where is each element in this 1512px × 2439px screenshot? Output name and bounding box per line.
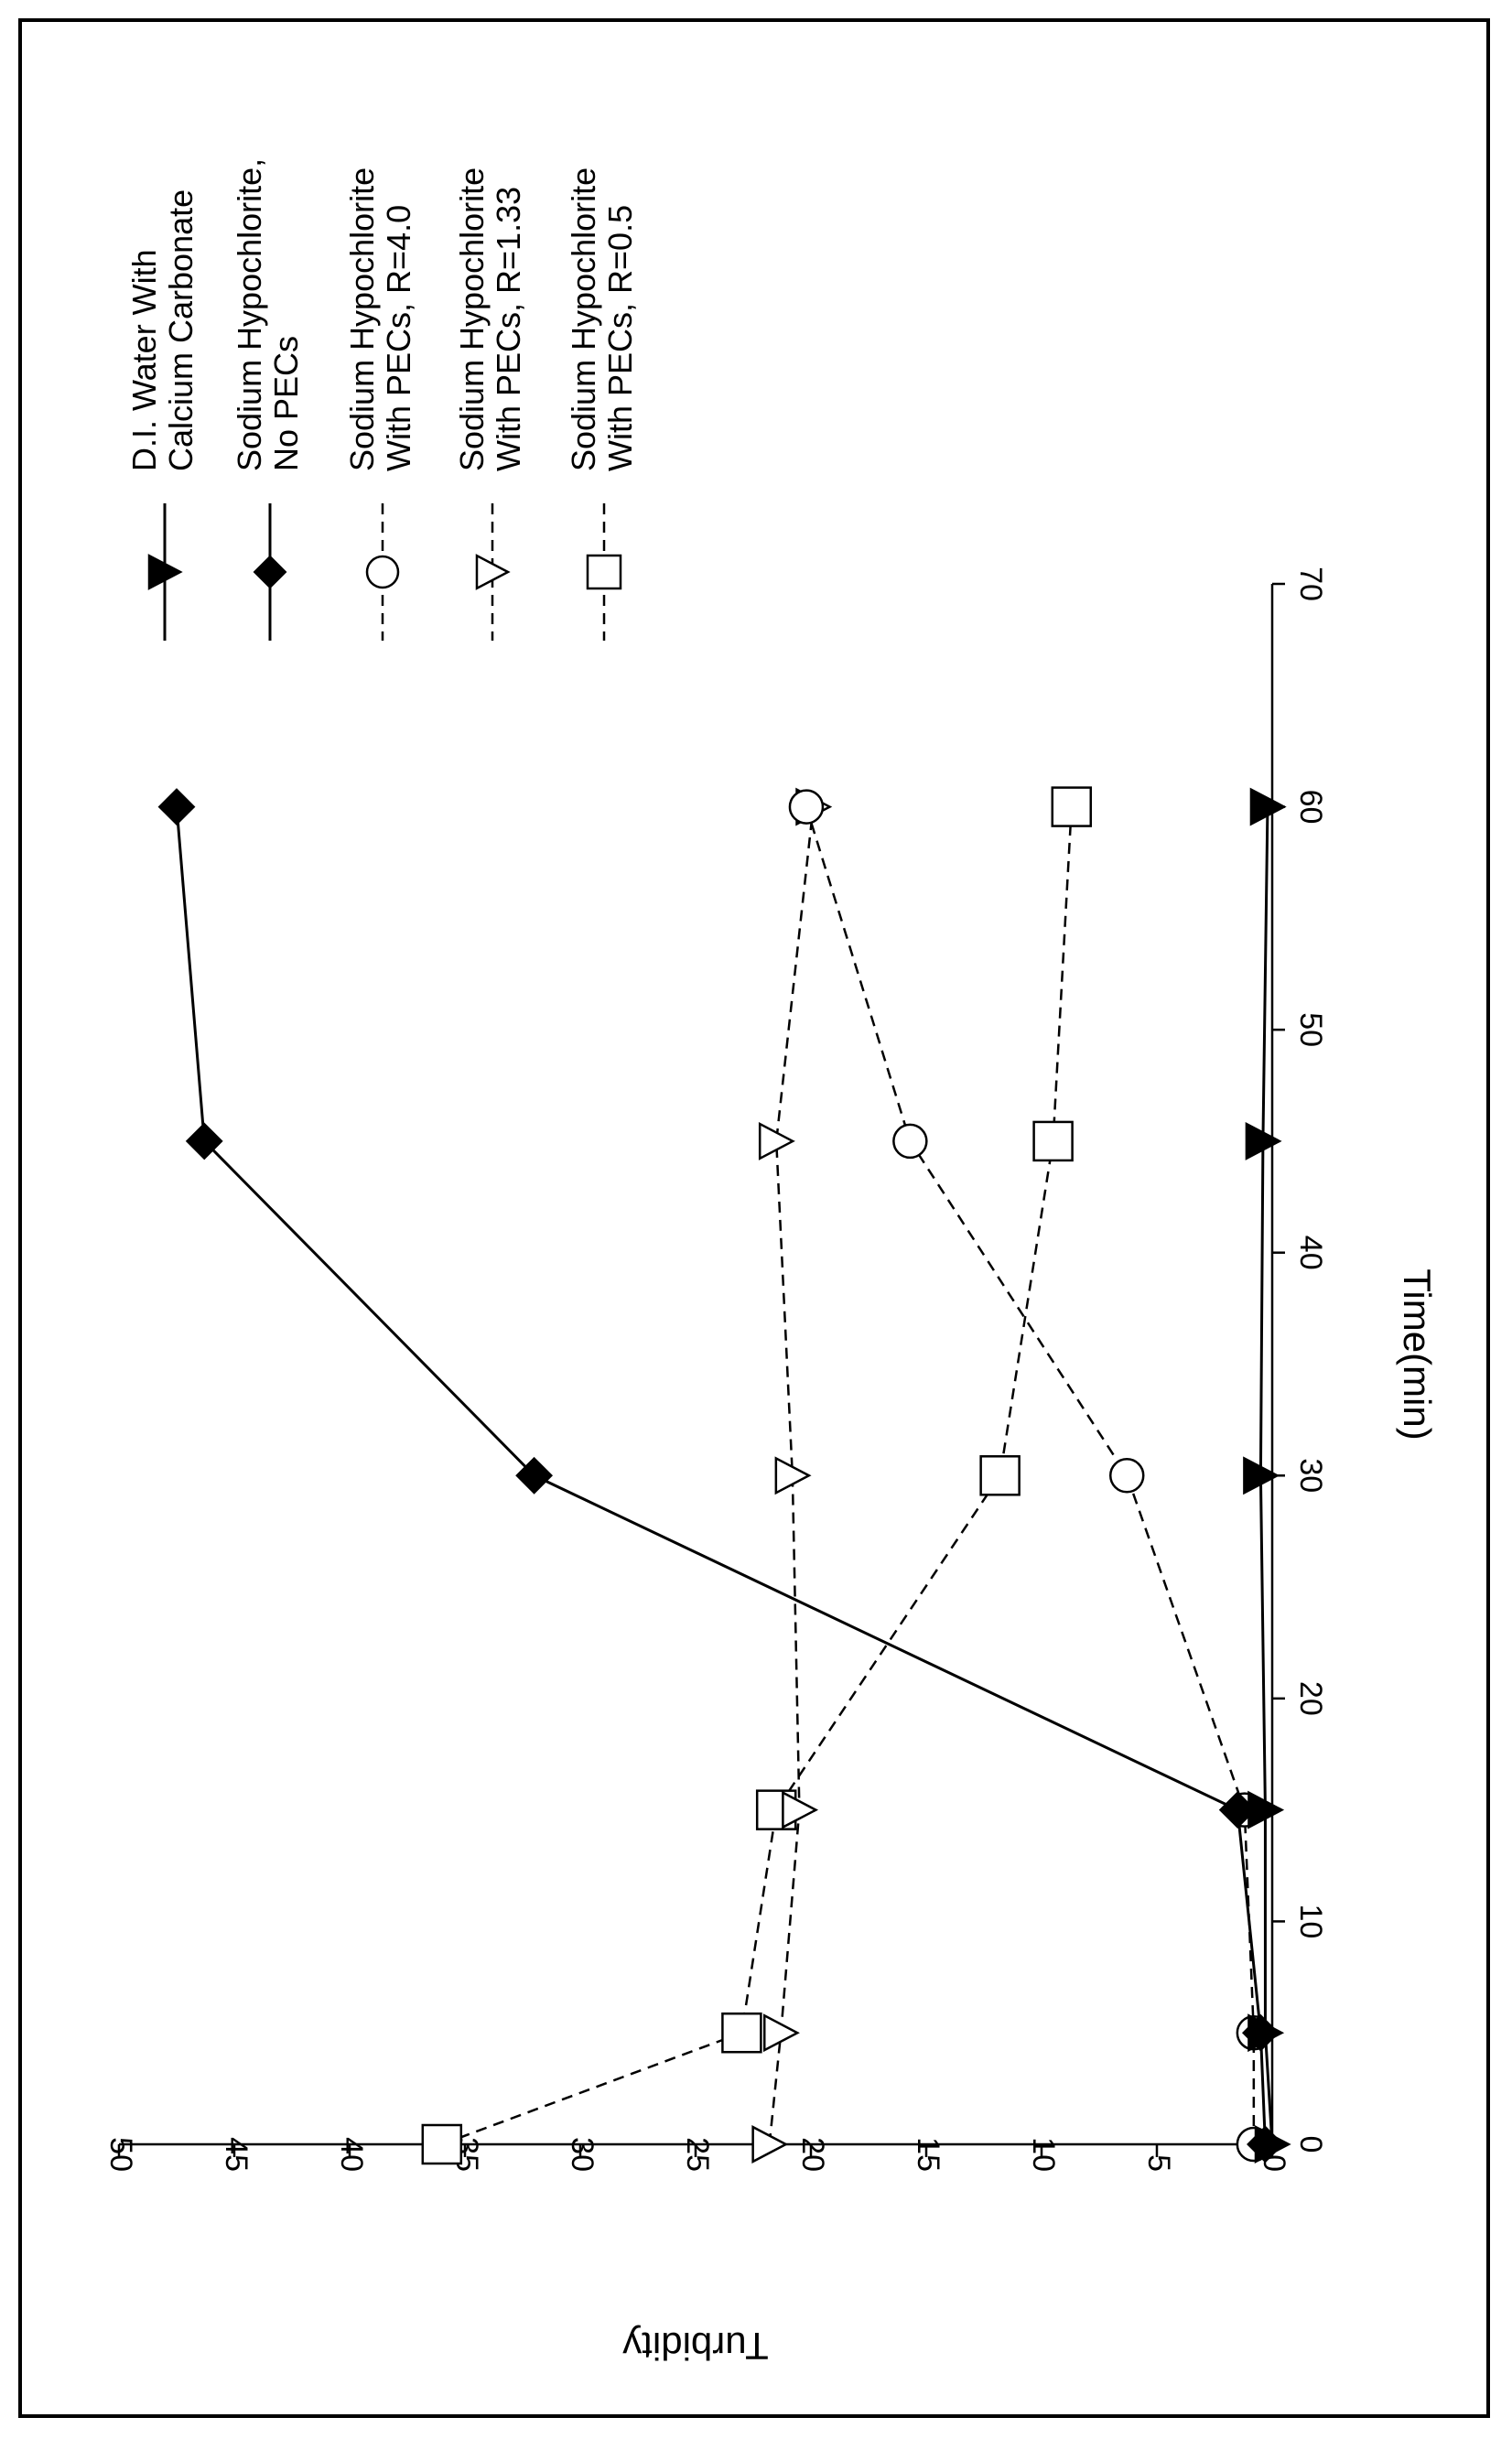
- square-marker: [421, 2123, 463, 2165]
- series-line-1: [1258, 806, 1274, 2145]
- triangle-marker: [1249, 787, 1287, 826]
- open-triangle-marker: [751, 2125, 789, 2164]
- legend-label: Sodium HypochloriteWith PECs, R=4.0: [343, 167, 417, 471]
- legend-label: Sodium Hypochlorite,No PECs: [231, 158, 305, 471]
- x-tick-label: 40: [1293, 1236, 1328, 1270]
- x-tick-label: 20: [1293, 1681, 1328, 1716]
- legend-label: D.I. Water WithCalcium Carbonate: [125, 189, 200, 471]
- square-marker: [721, 2012, 762, 2054]
- square-marker: [1032, 1120, 1074, 1162]
- y-tick-label: 20: [795, 2137, 830, 2172]
- y-tick-label: 15: [911, 2137, 945, 2172]
- circle-marker: [365, 555, 400, 589]
- y-tick-label: 10: [1026, 2137, 1061, 2172]
- diamond-marker: [515, 1456, 554, 1495]
- diamond-marker: [1241, 2013, 1280, 2052]
- square-marker: [586, 554, 622, 590]
- circle-marker: [788, 789, 825, 825]
- triangle-marker: [147, 554, 183, 590]
- square-marker: [979, 1455, 1021, 1496]
- diamond-marker: [1218, 1791, 1257, 1829]
- diamond-marker: [253, 555, 287, 589]
- open-triangle-marker: [774, 1456, 812, 1495]
- y-axis-label: Turbidity: [622, 2325, 769, 2368]
- chart-frame: [18, 18, 1490, 2418]
- y-tick-label: 45: [219, 2137, 254, 2172]
- circle-marker: [1108, 1458, 1145, 1494]
- y-tick-label: 5: [1141, 2154, 1176, 2172]
- square-marker: [1051, 786, 1093, 827]
- series-line-5: [441, 806, 1074, 2146]
- diamond-marker: [1247, 2125, 1284, 2164]
- x-tick-label: 30: [1293, 1458, 1328, 1493]
- y-tick-label: 40: [334, 2137, 369, 2172]
- y-tick-label: 30: [565, 2137, 599, 2172]
- y-tick-label: 50: [103, 2137, 138, 2172]
- diamond-marker: [157, 788, 196, 826]
- x-axis-label: Time(min): [1396, 1268, 1439, 1440]
- series-lines: [175, 806, 1274, 2146]
- x-tick-label: 50: [1293, 1012, 1328, 1047]
- series-line-3: [805, 806, 1256, 2144]
- series-line-4: [768, 806, 815, 2145]
- x-tick-label: 70: [1293, 567, 1328, 601]
- diamond-marker: [185, 1122, 223, 1160]
- legend-label: Sodium HypochloriteWith PECs, R=0.5: [565, 167, 639, 471]
- series-line-2: [175, 806, 1267, 2145]
- open-triangle-marker: [475, 554, 511, 590]
- x-tick-label: 10: [1293, 1905, 1328, 1939]
- y-tick-label: 25: [680, 2137, 715, 2172]
- triangle-marker: [1243, 1456, 1280, 1495]
- legend: D.I. Water WithCalcium Carbonate Sodium H…: [125, 158, 639, 641]
- circle-marker: [892, 1123, 928, 1160]
- open-triangle-marker: [782, 1790, 819, 1829]
- triangle-marker: [1245, 1121, 1282, 1160]
- open-triangle-marker: [762, 2013, 800, 2053]
- x-tick-label: 60: [1293, 790, 1328, 825]
- x-tick-label: 0: [1293, 2136, 1328, 2153]
- legend-label: Sodium HypochloriteWith PECs, R=1.33: [453, 167, 527, 471]
- open-triangle-marker: [758, 1121, 795, 1160]
- series-markers: [157, 786, 1291, 2165]
